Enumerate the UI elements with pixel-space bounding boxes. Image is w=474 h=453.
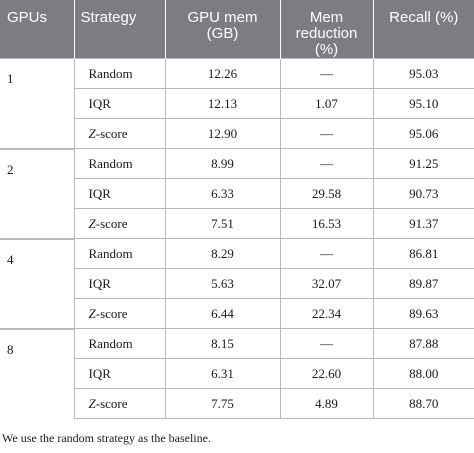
recall-cell: 95.06 bbox=[372, 118, 474, 149]
table-header: GPUs Strategy GPU mem (GB) Mem reduction… bbox=[0, 0, 474, 59]
mem-reduction-cell: — bbox=[279, 238, 373, 269]
strategy-label: -score bbox=[95, 215, 128, 231]
mem-reduction-cell: 32.07 bbox=[279, 268, 373, 299]
strategy-label: IQR bbox=[88, 365, 111, 381]
recall-cell: 91.25 bbox=[372, 148, 474, 179]
mem-reduction-cell: 29.58 bbox=[279, 178, 373, 209]
table-row: Z-score 7.75 4.89 88.70 bbox=[0, 388, 474, 419]
gpu-mem-cell: 5.63 bbox=[164, 268, 280, 299]
strategy-cell: Z-score bbox=[73, 388, 165, 419]
gpus-cell: 8 bbox=[0, 327, 74, 419]
mem-reduction-cell: — bbox=[279, 58, 373, 89]
strategy-italic-prefix: Z bbox=[88, 305, 96, 321]
header-gpus: GPUs bbox=[0, 0, 74, 59]
recall-cell: 89.63 bbox=[372, 298, 474, 329]
strategy-label: -score bbox=[95, 305, 128, 321]
mem-reduction-cell: 4.89 bbox=[279, 388, 373, 419]
table-row: IQR 12.13 1.07 95.10 bbox=[0, 88, 474, 119]
mem-reduction-cell: — bbox=[279, 328, 373, 359]
table-footnote: We use the random strategy as the baseli… bbox=[2, 431, 211, 445]
strategy-cell: IQR bbox=[73, 358, 165, 389]
gpu-mem-cell: 12.26 bbox=[164, 58, 280, 89]
header-recall: Recall (%) bbox=[372, 0, 474, 59]
strategy-label: -score bbox=[95, 125, 128, 141]
gpus-cell: 1 bbox=[0, 58, 74, 149]
strategy-cell: IQR bbox=[73, 178, 165, 209]
recall-cell: 87.88 bbox=[372, 328, 474, 359]
gpu-mem-cell: 6.33 bbox=[164, 178, 280, 209]
mem-reduction-cell: 1.07 bbox=[279, 88, 373, 119]
recall-cell: 90.73 bbox=[372, 178, 474, 209]
gpus-cell: 2 bbox=[0, 147, 74, 239]
mem-reduction-cell: — bbox=[279, 148, 373, 179]
header-mem-reduction: Mem reduction (%) bbox=[279, 0, 373, 59]
gpu-mem-cell: 8.99 bbox=[164, 148, 280, 179]
strategy-italic-prefix: Z bbox=[88, 125, 96, 141]
results-table: GPUs Strategy GPU mem (GB) Mem reduction… bbox=[0, 0, 474, 419]
header-gpu-mem: GPU mem (GB) bbox=[164, 0, 280, 59]
strategy-label: Random bbox=[88, 65, 133, 81]
gpu-mem-cell: 12.90 bbox=[164, 118, 280, 149]
strategy-label: IQR bbox=[88, 275, 111, 291]
strategy-label: IQR bbox=[88, 95, 111, 111]
gpu-mem-cell: 7.75 bbox=[164, 388, 280, 419]
recall-cell: 95.10 bbox=[372, 88, 474, 119]
strategy-cell: Random bbox=[73, 238, 165, 269]
strategy-cell: IQR bbox=[73, 88, 165, 119]
gpu-mem-cell: 8.15 bbox=[164, 328, 280, 359]
gpu-mem-cell: 12.13 bbox=[164, 88, 280, 119]
strategy-cell: Z-score bbox=[73, 118, 165, 149]
strategy-cell: Random bbox=[73, 328, 165, 359]
recall-cell: 89.87 bbox=[372, 268, 474, 299]
gpu-mem-cell: 6.44 bbox=[164, 298, 280, 329]
gpu-mem-cell: 7.51 bbox=[164, 208, 280, 239]
mem-reduction-cell: 16.53 bbox=[279, 208, 373, 239]
table-row: IQR 6.33 29.58 90.73 bbox=[0, 178, 474, 209]
strategy-label: Random bbox=[88, 335, 133, 351]
strategy-label: -score bbox=[95, 395, 128, 411]
strategy-label: Random bbox=[88, 155, 133, 171]
gpu-mem-cell: 6.31 bbox=[164, 358, 280, 389]
strategy-italic-prefix: Z bbox=[88, 215, 96, 231]
mem-reduction-cell: 22.34 bbox=[279, 298, 373, 329]
header-strategy: Strategy bbox=[73, 0, 165, 59]
recall-cell: 91.37 bbox=[372, 208, 474, 239]
strategy-italic-prefix: Z bbox=[88, 395, 96, 411]
table-row: 4 Random 8.29—86.81 bbox=[0, 237, 474, 329]
table-row: 8 Random 8.15—87.88 bbox=[0, 327, 474, 419]
table-row: IQR 5.63 32.07 89.87 bbox=[0, 268, 474, 299]
table-row: IQR 6.31 22.60 88.00 bbox=[0, 358, 474, 389]
recall-cell: 86.81 bbox=[372, 238, 474, 269]
table-row: 2 Random 8.99—91.25 bbox=[0, 147, 474, 239]
strategy-cell: Z-score bbox=[73, 208, 165, 239]
strategy-cell: Random bbox=[73, 148, 165, 179]
mem-reduction-cell: — bbox=[279, 118, 373, 149]
table-row: Z-score 6.44 22.34 89.63 bbox=[0, 298, 474, 329]
recall-cell: 88.70 bbox=[372, 388, 474, 419]
recall-cell: 88.00 bbox=[372, 358, 474, 389]
table-row: 1 Random 12.26—95.03 bbox=[0, 58, 474, 149]
gpu-mem-cell: 8.29 bbox=[164, 238, 280, 269]
mem-reduction-cell: 22.60 bbox=[279, 358, 373, 389]
strategy-cell: IQR bbox=[73, 268, 165, 299]
recall-cell: 95.03 bbox=[372, 58, 474, 89]
strategy-label: IQR bbox=[88, 185, 111, 201]
strategy-cell: Random bbox=[73, 58, 165, 89]
strategy-cell: Z-score bbox=[73, 298, 165, 329]
strategy-label: Random bbox=[88, 245, 133, 261]
gpus-cell: 4 bbox=[0, 237, 74, 329]
table-body: 1 Random 12.26—95.03 IQR 12.13 1.07 95.10 Z-sco… bbox=[0, 58, 474, 419]
